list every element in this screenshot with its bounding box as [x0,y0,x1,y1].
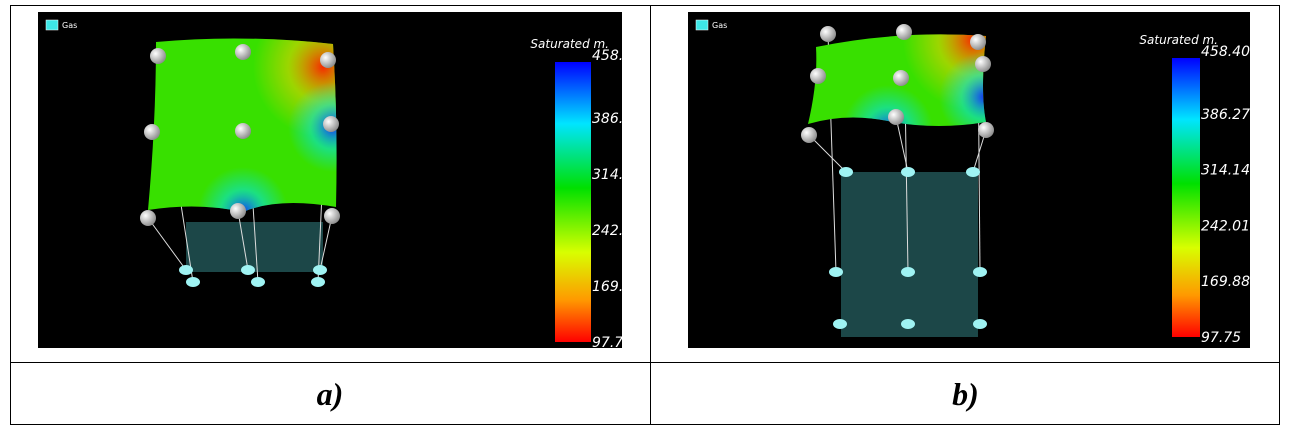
colorbar [1172,58,1200,337]
render-view: Gas Saturated m.458.40 386.27 314.14 242.01 1… [38,12,622,348]
control-point [975,56,991,72]
well-node [311,277,325,287]
control-point [324,208,340,224]
control-point [970,34,986,50]
well-node [966,167,980,177]
well-node [973,267,987,277]
well-node [833,319,847,329]
well-node [179,265,193,275]
colorbar-tick-label: 97.75 [1201,330,1241,346]
colorbar-tick-label: 314.14 [592,167,622,183]
colorbar-tick-label: 97.75 [592,335,622,348]
well-node [313,265,327,275]
colorbar-tick-label: 242.01 [1201,218,1250,234]
control-point [235,44,251,60]
well-node [901,319,915,329]
control-point [820,26,836,42]
control-point [140,210,156,226]
control-point [810,68,826,84]
colorbar [555,62,591,342]
row-divider [10,362,1280,363]
colorbar-tick-label: 458.40 [1201,44,1250,60]
well-node [829,267,843,277]
legend-label: Gas [62,21,77,30]
legend-label: Gas [712,21,727,30]
colorbar-title: Saturated m. [1139,33,1218,47]
legend-swatch [695,19,709,31]
wire [237,210,249,271]
table-border [10,5,1280,425]
colorbar-tick-label: 314.14 [1201,163,1250,179]
well-node [839,167,853,177]
control-point [320,52,336,68]
render-view: Gas Saturated m.458.40 386.27 314.14 242.01 1… [688,12,1250,348]
well-node [901,267,915,277]
control-point [888,109,904,125]
control-point [893,70,909,86]
colorbar-tick-label: 169.88 [1201,274,1250,290]
caption: b) [952,376,979,412]
legend-swatch [45,19,59,31]
colorbar-tick-label: 169.88 [592,279,622,295]
well-node [186,277,200,287]
column-divider [650,5,651,425]
control-point [230,203,246,219]
wire [319,215,333,271]
control-point [150,48,166,64]
colorbar-tick-label: 386.27 [1201,107,1250,123]
caption: a) [316,376,344,412]
well-node [901,167,915,177]
well-node [241,265,255,275]
control-point [978,122,994,138]
control-point [235,123,251,139]
colorbar-tick-label: 458.40 [592,48,622,64]
colorbar-tick-label: 242.01 [592,223,622,239]
control-point [896,24,912,40]
colorbar-tick-label: 386.27 [592,111,622,127]
control-point [801,127,817,143]
gas-volume [841,172,978,337]
well-node [251,277,265,287]
wire [147,217,187,271]
colorbar-title: Saturated m. [530,37,609,51]
well-node [973,319,987,329]
control-point [144,124,160,140]
control-point [323,116,339,132]
wire [808,134,847,173]
